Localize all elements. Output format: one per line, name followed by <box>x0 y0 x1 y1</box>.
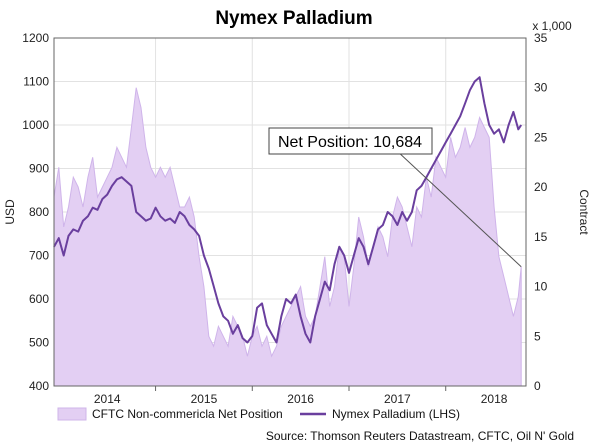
callout-text: Net Position: 10,684 <box>278 134 422 151</box>
left-tick-label: 1200 <box>22 31 49 45</box>
right-axis-ticks: 0 5 10 15 20 25 30 35 <box>534 31 548 393</box>
right-tick-label: 0 <box>534 379 541 393</box>
net-position-area <box>53 87 522 387</box>
right-tick-label: 10 <box>534 280 548 294</box>
right-tick-label: 30 <box>534 81 548 95</box>
legend-swatch-net-position <box>57 407 87 421</box>
callout-leader-line <box>395 149 522 268</box>
left-tick-label: 800 <box>29 205 49 219</box>
left-tick-label: 500 <box>29 336 49 350</box>
legend-label-net-position: CFTC Non-commericla Net Position <box>92 407 283 421</box>
left-tick-label: 700 <box>29 249 49 263</box>
right-tick-label: 5 <box>534 329 541 343</box>
callout-box <box>268 127 433 155</box>
right-tick-label: 20 <box>534 180 548 194</box>
right-tick-label: 25 <box>534 130 548 144</box>
left-tick-label: 1100 <box>23 75 49 89</box>
x-tick-label: 2017 <box>384 392 411 406</box>
x-axis-ticks: 2014 2015 2016 2017 2018 <box>94 386 508 406</box>
left-axis-label: USD <box>3 199 17 225</box>
right-tick-label: 35 <box>534 31 548 45</box>
right-axis-label: Contract <box>577 189 591 235</box>
net-position-area-layer <box>53 87 522 387</box>
left-tick-label: 900 <box>29 162 49 176</box>
palladium-price-line-layer <box>53 76 523 344</box>
left-tick-label: 400 <box>29 379 49 393</box>
plot-frame <box>53 37 527 387</box>
x-tick-label: 2014 <box>94 392 121 406</box>
left-tick-label: 1000 <box>22 118 49 132</box>
palladium-price-line <box>53 76 523 344</box>
net-position-callout: Net Position: 10,684 <box>268 127 522 268</box>
left-tick-label: 600 <box>29 292 49 306</box>
chart-title: Nymex Palladium <box>215 8 372 29</box>
right-tick-label: 15 <box>534 230 548 244</box>
x-tick-label: 2015 <box>191 392 218 406</box>
source-note: Source: Thomson Reuters Datastream, CFTC… <box>266 429 574 443</box>
legend: CFTC Non-commericla Net Position Nymex P… <box>57 407 460 421</box>
x-tick-label: 2016 <box>287 392 314 406</box>
x-tick-label: 2018 <box>481 392 508 406</box>
left-axis-ticks: 400 500 600 700 800 900 1000 1100 1200 <box>22 31 49 393</box>
right-axis-multiplier: x 1,000 <box>532 19 572 33</box>
legend-label-palladium: Nymex Palladium (LHS) <box>332 407 460 421</box>
